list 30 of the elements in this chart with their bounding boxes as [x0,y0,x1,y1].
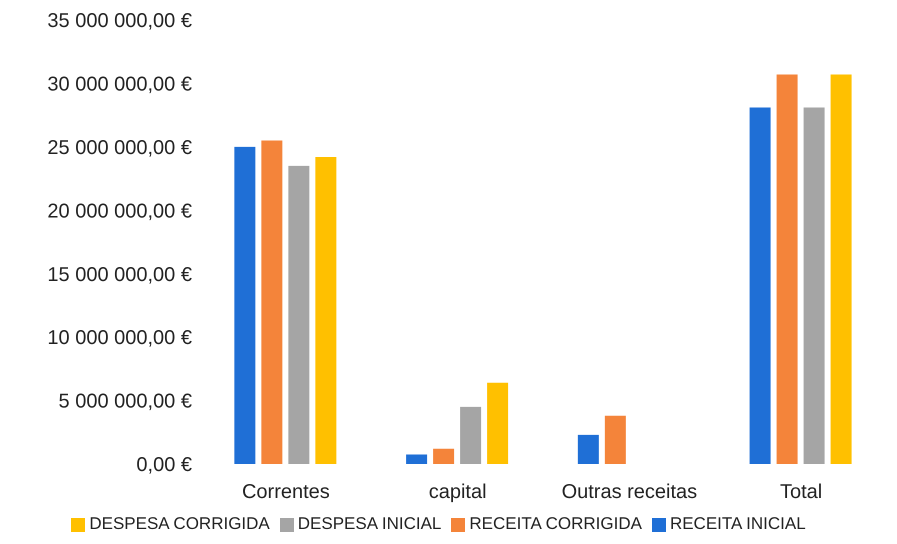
bar [288,166,310,464]
y-tick-label: 20 000 000,00 € [47,200,192,222]
bar [487,382,508,464]
y-tick-label: 30 000 000,00 € [47,74,192,96]
bar [776,74,798,464]
bar [460,406,482,464]
bar [750,108,771,464]
bar [234,146,256,464]
y-tick-label: 10 000 000,00 € [47,327,192,350]
bar [433,448,454,464]
legend-label: DESPESA CORRIGIDA [89,514,270,533]
x-tick-label: capital [428,481,487,504]
x-tick-label: Outras receitas [562,481,698,504]
y-tick-label: 15 000 000,00 € [47,264,192,286]
y-tick-label: 5 000 000,00 € [58,390,192,413]
legend-label: RECEITA INICIAL [670,514,806,533]
legend-label: DESPESA INICIAL [298,514,442,533]
x-tick-label: Correntes [242,481,330,504]
y-tick-label: 0,00 € [136,454,192,476]
x-tick-label: Total [780,481,822,504]
y-tick-label: 25 000 000,00 € [47,136,192,159]
legend-label: RECEITA CORRIGIDA [469,514,642,533]
bar [315,157,336,464]
bar [406,454,428,464]
bar [604,416,626,464]
bar [830,74,852,464]
y-tick-label: 35 000 000,00 € [47,10,192,32]
bar [804,108,825,464]
bar [578,434,599,464]
bar [261,140,282,464]
